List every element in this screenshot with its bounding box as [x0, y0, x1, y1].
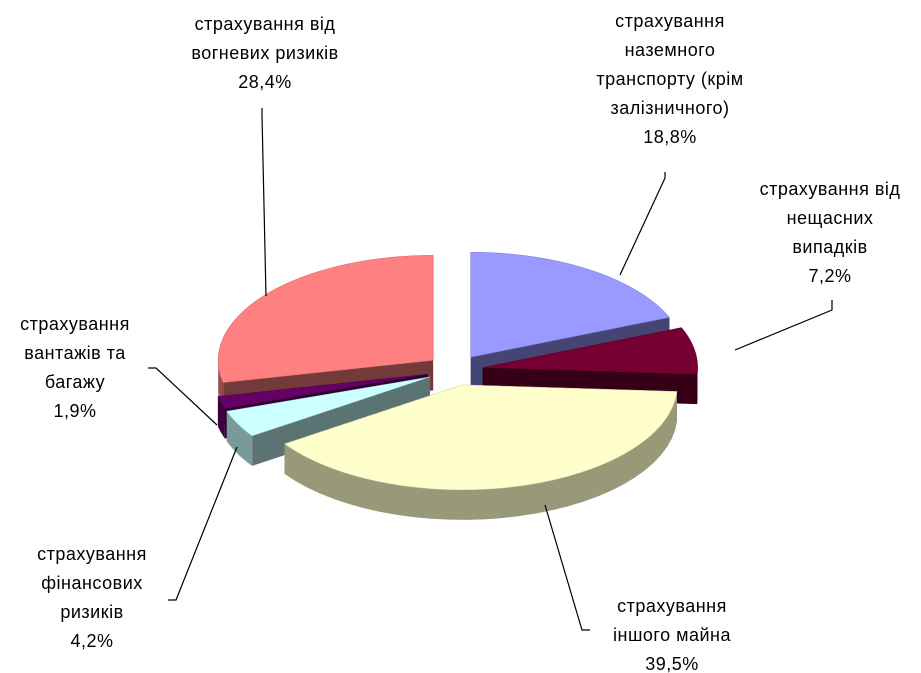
value-label: 28,4% — [238, 72, 292, 92]
slice-label: транспорту (крім — [596, 69, 743, 89]
slice-wall — [284, 391, 677, 520]
leader-line — [734, 300, 833, 351]
slice-wall — [226, 411, 253, 466]
slice-label: страхування від — [195, 14, 336, 34]
slice — [284, 384, 678, 520]
slice — [226, 376, 431, 466]
slice-label: вогневих ризиків — [191, 43, 338, 63]
slice-label: фінансових — [41, 573, 143, 593]
value-label: 1,9% — [53, 401, 96, 421]
slice-label: ризиків — [60, 602, 123, 622]
slice-wall — [217, 396, 225, 439]
leader-line — [168, 446, 238, 601]
slice-label: іншого майна — [613, 625, 731, 645]
value-label: 39,5% — [645, 654, 699, 673]
leader-line — [544, 504, 590, 631]
slice-label: страхування від — [760, 179, 901, 199]
slice-label: вантажів та — [24, 343, 126, 363]
slice-label: наземного — [625, 40, 716, 60]
leader-line — [148, 367, 218, 426]
slice-label: випадків — [792, 237, 867, 257]
slice-label: залізничного) — [610, 98, 729, 118]
slice-top — [482, 327, 698, 375]
slice-top — [226, 376, 431, 437]
leader-line — [619, 172, 666, 276]
slice-label: страхування — [20, 314, 130, 334]
slice-label: страхування — [37, 544, 147, 564]
slice-label: нещасних — [787, 208, 874, 228]
value-label: 18,8% — [643, 127, 697, 147]
leader-line — [261, 108, 267, 297]
slice-label: страхування — [615, 11, 725, 31]
value-label: 7,2% — [808, 266, 851, 286]
slice-top — [217, 373, 429, 409]
value-label: 4,2% — [70, 631, 113, 651]
slice-top — [217, 255, 434, 383]
slice-top — [284, 384, 678, 491]
slice-label: багажу — [45, 372, 105, 392]
slice-label: страхування — [617, 596, 727, 616]
slice-top — [470, 251, 670, 358]
